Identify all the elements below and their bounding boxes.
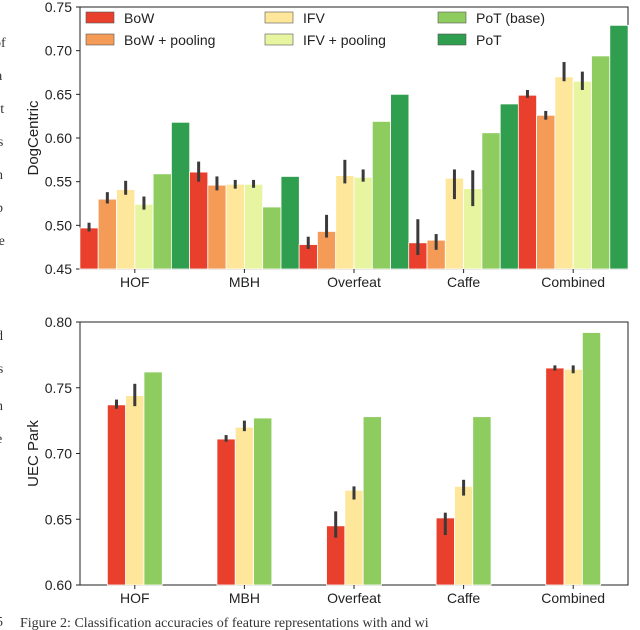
y-tick-label: 0.75 [45,0,72,15]
side-mark: of [0,36,6,51]
y-tick-label: 0.80 [45,314,72,330]
bar-bow-hof [106,404,127,586]
x-tick-label: Overfeat [327,274,381,290]
bar-bow-mbh [216,438,236,586]
bar-pot-base-hof [143,371,163,586]
y-tick-label: 0.60 [45,130,72,146]
x-tick-label: Caffe [447,274,480,290]
side-mark: is [0,362,3,377]
bar-pot-base-mbh [262,206,282,270]
legend-swatch-bow-pooling [85,33,115,46]
bar-ifv-overfeat [335,175,355,270]
x-tick-label: HOF [120,274,150,290]
bar-ifv-caffe [454,485,474,586]
side-mark: a [0,69,3,84]
side-mark: e [0,432,2,447]
y-tick-label: 0.55 [45,174,72,190]
bar-pot-base-overfeat [362,416,382,586]
bar-ifv-hof [125,395,145,586]
bar-bow-pooling-mbh [207,184,227,270]
bar-ifv-combined [563,368,583,586]
legend-swatch-ifv-pooling [264,33,294,46]
legend: BoW BoW + pooling IFV IFV + pooling PoT (bas… [85,10,545,48]
x-tick-label: HOF [120,590,150,606]
bar-pot-base-caffe [481,132,501,270]
bar-pot-caffe [499,103,519,270]
y-tick-label: 0.65 [45,511,72,527]
bar-bow-combined [517,94,537,270]
bar-pot-combined [609,24,629,270]
x-tick-label: Combined [541,274,605,290]
bar-bow-pooling-combined [536,114,556,270]
bar-pot-base-overfeat [371,121,391,270]
bar-ifv-mbh [234,426,254,586]
legend-label-ifv-pooling: IFV + pooling [303,32,386,48]
uec-park-panel: 0.60 0.65 0.70 0.75 0.80 UEC Park HOF MBH Overfe… [25,314,629,606]
y-tick-label: 0.75 [45,380,72,396]
y-axis-label: UEC Park [25,420,42,487]
bar-ifv-pooling-mbh [243,183,264,270]
legend-swatch-pot-base [437,11,467,24]
legend-swatch-bow [85,11,115,24]
y-axis-label: DogCentric [25,100,42,176]
bar-pot-base-combined [591,55,611,270]
y-tick-label: 0.70 [45,446,72,462]
side-mark: d [0,329,3,344]
side-mark: b [0,201,3,216]
legend-label-ifv: IFV [303,10,325,26]
side-mark: n [0,399,3,414]
figure-caption: Figure 2: Classification accuracies of f… [20,616,429,630]
bar-pot-base-hof [152,173,172,270]
y-tick-label: 0.50 [45,217,72,233]
bar-ifv-overfeat [344,489,364,586]
bar-bow-hof [79,227,99,270]
legend-label-bow: BoW [124,10,155,26]
bar-ifv-pooling-combined [572,80,592,270]
x-tick-label: MBH [229,590,260,606]
bar-ifv-hof [116,189,136,270]
bar-bow-pooling-hof [97,198,117,270]
bar-bow-combined [545,367,565,586]
bar-ifv-pooling-hof [134,203,154,270]
bar-pot-overfeat [390,93,410,270]
bar-pot-base-mbh [253,417,273,586]
dogcentric-panel: 0.45 0.50 0.55 0.60 0.65 0.70 0.75 DogCentric HO… [25,0,629,290]
x-tick-label: Overfeat [327,590,381,606]
legend-label-bow-pooling: BoW + pooling [124,32,215,48]
bar-pot-hof [170,121,191,270]
y-tick-label: 0.60 [45,577,72,593]
bar-pot-base-caffe [472,416,492,586]
side-mark: re [0,234,5,249]
side-text-fragments: 5 of a at ls n b re d is n e [0,36,6,630]
y-tick-label: 0.65 [45,86,72,102]
bar-pot-base-combined [581,332,602,586]
side-mark: n [0,168,3,183]
legend-swatch-pot [437,33,467,46]
legend-swatch-ifv [264,11,294,24]
side-mark: ls [0,135,3,150]
legend-label-pot-base: PoT (base) [476,10,545,26]
bar-pot-mbh [280,176,300,270]
side-mark: at [0,102,4,117]
bar-ifv-mbh [225,183,245,270]
y-tick-label: 0.70 [45,43,72,59]
x-tick-label: Caffe [447,590,480,606]
legend-label-pot: PoT [476,32,502,48]
y-tick-label: 0.45 [45,261,72,277]
bar-ifv-pooling-overfeat [353,176,373,270]
x-tick-label: MBH [229,274,260,290]
side-mark: 5 [0,615,3,630]
bar-bow-mbh [189,171,209,270]
x-tick-label: Combined [541,590,605,606]
bar-ifv-combined [554,76,574,270]
